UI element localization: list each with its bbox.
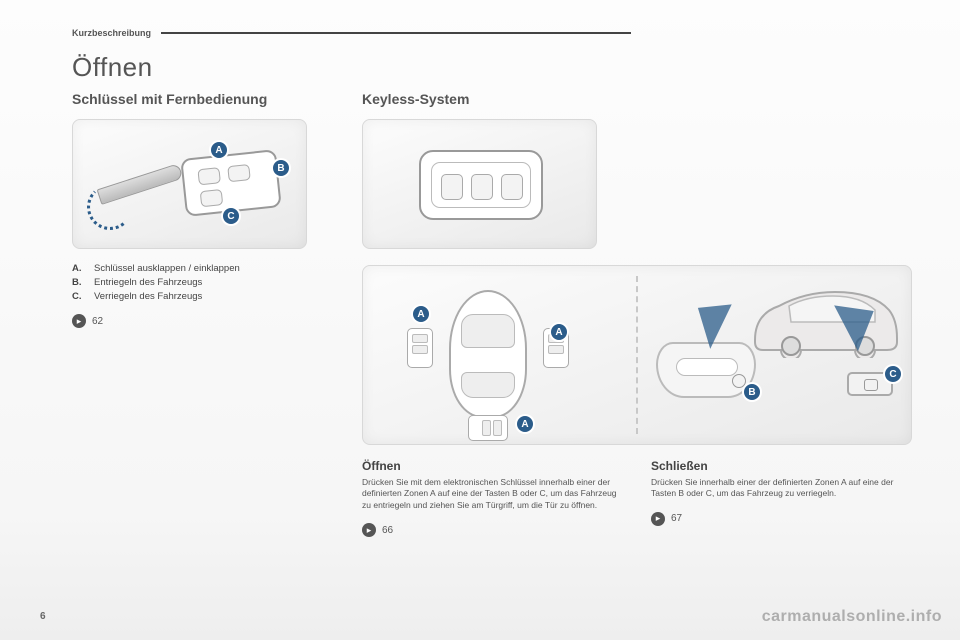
list-item: A. Schlüssel ausklappen / einklappen — [72, 263, 332, 274]
page-ref: ▸ 66 — [362, 523, 623, 537]
block-close: Schließen Drücken Sie innerhalb einer de… — [651, 459, 912, 537]
badge-c: C — [223, 208, 239, 224]
badge-a: A — [551, 324, 567, 340]
pointer-cone-icon — [698, 304, 736, 349]
list-text: Entriegeln des Fahrzeugs — [94, 277, 202, 288]
zone-fob-left-icon — [407, 328, 433, 368]
ref-page-number: 67 — [671, 513, 682, 524]
column-remote-key: Schlüssel mit Fernbedienung A B C A. Sch… — [72, 91, 332, 537]
subhead-remote-key: Schlüssel mit Fernbedienung — [72, 91, 332, 107]
fob-button-unlock-icon — [501, 174, 523, 200]
list-key-c: C. — [72, 291, 84, 302]
keyless-fob-icon — [419, 150, 543, 220]
zones-handle-rear: B C — [646, 266, 911, 444]
switch-inner-icon — [864, 379, 878, 391]
list-text: Verriegeln des Fahrzeugs — [94, 291, 202, 302]
block-open-title: Öffnen — [362, 459, 623, 473]
badge-c: C — [885, 366, 901, 382]
page-ref: ▸ 62 — [72, 314, 332, 328]
figure-keyless-zones: A A A — [362, 265, 912, 445]
list-text: Schlüssel ausklappen / einklappen — [94, 263, 240, 274]
watermark: carmanualsonline.info — [762, 608, 942, 626]
rear-glass-icon — [461, 372, 515, 398]
figure-flip-key: A B C — [72, 119, 307, 249]
figure-divider — [636, 276, 638, 434]
badge-a: A — [517, 416, 533, 432]
content-columns: Schlüssel mit Fernbedienung A B C A. Sch… — [72, 91, 912, 537]
keyless-text-row: Öffnen Drücken Sie mit dem elektronische… — [362, 459, 912, 537]
figure-keyless-fob — [362, 119, 597, 249]
list-item: B. Entriegeln des Fahrzeugs — [72, 277, 332, 288]
handle-button-icon — [732, 374, 746, 388]
block-open: Öffnen Drücken Sie mit dem elektronische… — [362, 459, 623, 537]
header-rule — [161, 32, 631, 34]
ref-arrow-icon: ▸ — [651, 512, 665, 526]
handle-grip-icon — [676, 358, 738, 376]
badge-b: B — [273, 160, 289, 176]
top-bar: Kurzbeschreibung — [72, 28, 960, 38]
fob-button-icon — [227, 164, 251, 182]
zone-fob-rear-icon — [468, 415, 508, 441]
fob-button-lock-icon — [441, 174, 463, 200]
fob-button-light-icon — [471, 174, 493, 200]
section-label: Kurzbeschreibung — [72, 28, 151, 38]
block-close-title: Schließen — [651, 459, 912, 473]
zones-topdown: A A A — [363, 266, 628, 444]
door-handle-icon — [656, 342, 756, 398]
ref-page-number: 62 — [92, 316, 103, 327]
fold-arrow-icon — [87, 184, 133, 230]
page-ref: ▸ 67 — [651, 512, 912, 526]
manual-page: Kurzbeschreibung Öffnen Schlüssel mit Fe… — [0, 0, 960, 640]
car-top-icon — [449, 290, 527, 418]
list-key-b: B. — [72, 277, 84, 288]
page-number: 6 — [40, 611, 46, 622]
column-keyless: Keyless-System — [362, 91, 912, 537]
key-fob-icon — [180, 149, 282, 217]
pointer-cone-icon — [828, 305, 873, 352]
block-close-text: Drücken Sie innerhalb einer der definier… — [651, 477, 912, 500]
list-key-a: A. — [72, 263, 84, 274]
badge-b: B — [744, 384, 760, 400]
key-function-list: A. Schlüssel ausklappen / einklappen B. … — [72, 263, 332, 302]
page-title: Öffnen — [72, 52, 912, 83]
badge-a: A — [211, 142, 227, 158]
subhead-keyless: Keyless-System — [362, 91, 912, 107]
ref-arrow-icon: ▸ — [362, 523, 376, 537]
ref-page-number: 66 — [382, 525, 393, 536]
suv-rear-icon — [749, 280, 899, 358]
windshield-icon — [461, 314, 515, 348]
block-open-text: Drücken Sie mit dem elektronischen Schlü… — [362, 477, 623, 511]
list-item: C. Verriegeln des Fahrzeugs — [72, 291, 332, 302]
fob-button-icon — [200, 189, 224, 207]
badge-a: A — [413, 306, 429, 322]
ref-arrow-icon: ▸ — [72, 314, 86, 328]
fob-button-icon — [197, 167, 221, 185]
